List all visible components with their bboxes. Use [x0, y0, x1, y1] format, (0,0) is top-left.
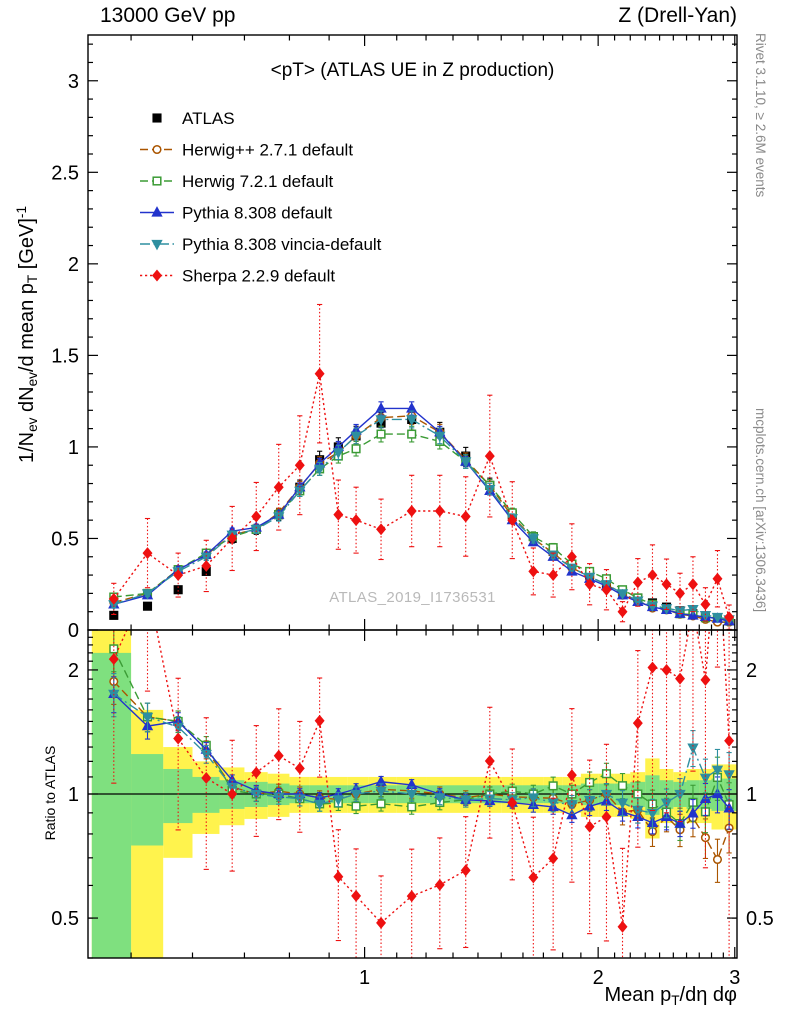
svg-text:2.5: 2.5	[51, 162, 79, 184]
svg-text:0.5: 0.5	[51, 528, 79, 550]
analysis-watermark: ATLAS_2019_I1736531	[329, 589, 496, 606]
svg-text:0.5: 0.5	[746, 908, 774, 930]
svg-text:2: 2	[68, 254, 79, 276]
svg-text:ATLAS: ATLAS	[182, 109, 235, 128]
svg-text:Pythia 8.308 vincia-default: Pythia 8.308 vincia-default	[182, 235, 382, 254]
rivet-version-note: Rivet 3.1.10, ≥ 2.6M events	[753, 33, 768, 198]
svg-text:1.5: 1.5	[51, 345, 79, 367]
plot-title: <pT> (ATLAS UE in Z production)	[270, 60, 555, 81]
beam-energy-label: 13000 GeV pp	[100, 4, 236, 27]
ratio-y-axis-label: Ratio to ATLAS	[42, 745, 58, 841]
y-axis-label: 1/Nev dNev/d mean pT [GeV]-1	[14, 205, 40, 464]
svg-text:1: 1	[68, 437, 79, 459]
svg-text:1: 1	[746, 784, 757, 806]
svg-text:3: 3	[68, 71, 79, 93]
x-axis-label: Mean pT/dη dφ	[604, 984, 737, 1009]
svg-text:0.5: 0.5	[51, 908, 79, 930]
svg-text:2: 2	[746, 660, 757, 682]
svg-text:1: 1	[359, 967, 370, 989]
mcplots-note: mcplots.cern.ch [arXiv:1306.3436]	[753, 408, 768, 613]
svg-text:2: 2	[68, 660, 79, 682]
svg-text:Herwig 7.2.1 default: Herwig 7.2.1 default	[182, 172, 333, 191]
svg-text:Herwig++ 2.7.1 default: Herwig++ 2.7.1 default	[182, 141, 353, 160]
svg-text:2: 2	[593, 967, 604, 989]
svg-text:0: 0	[68, 620, 79, 642]
svg-text:Pythia 8.308 default: Pythia 8.308 default	[182, 204, 333, 223]
svg-text:3: 3	[729, 967, 740, 989]
process-label: Z (Drell-Yan)	[618, 4, 737, 27]
legend: ATLAS Herwig++ 2.7.1 default Herwig 7.2.1 …	[140, 109, 382, 286]
svg-text:1: 1	[68, 784, 79, 806]
svg-text:Sherpa 2.2.9 default: Sherpa 2.2.9 default	[182, 267, 335, 286]
